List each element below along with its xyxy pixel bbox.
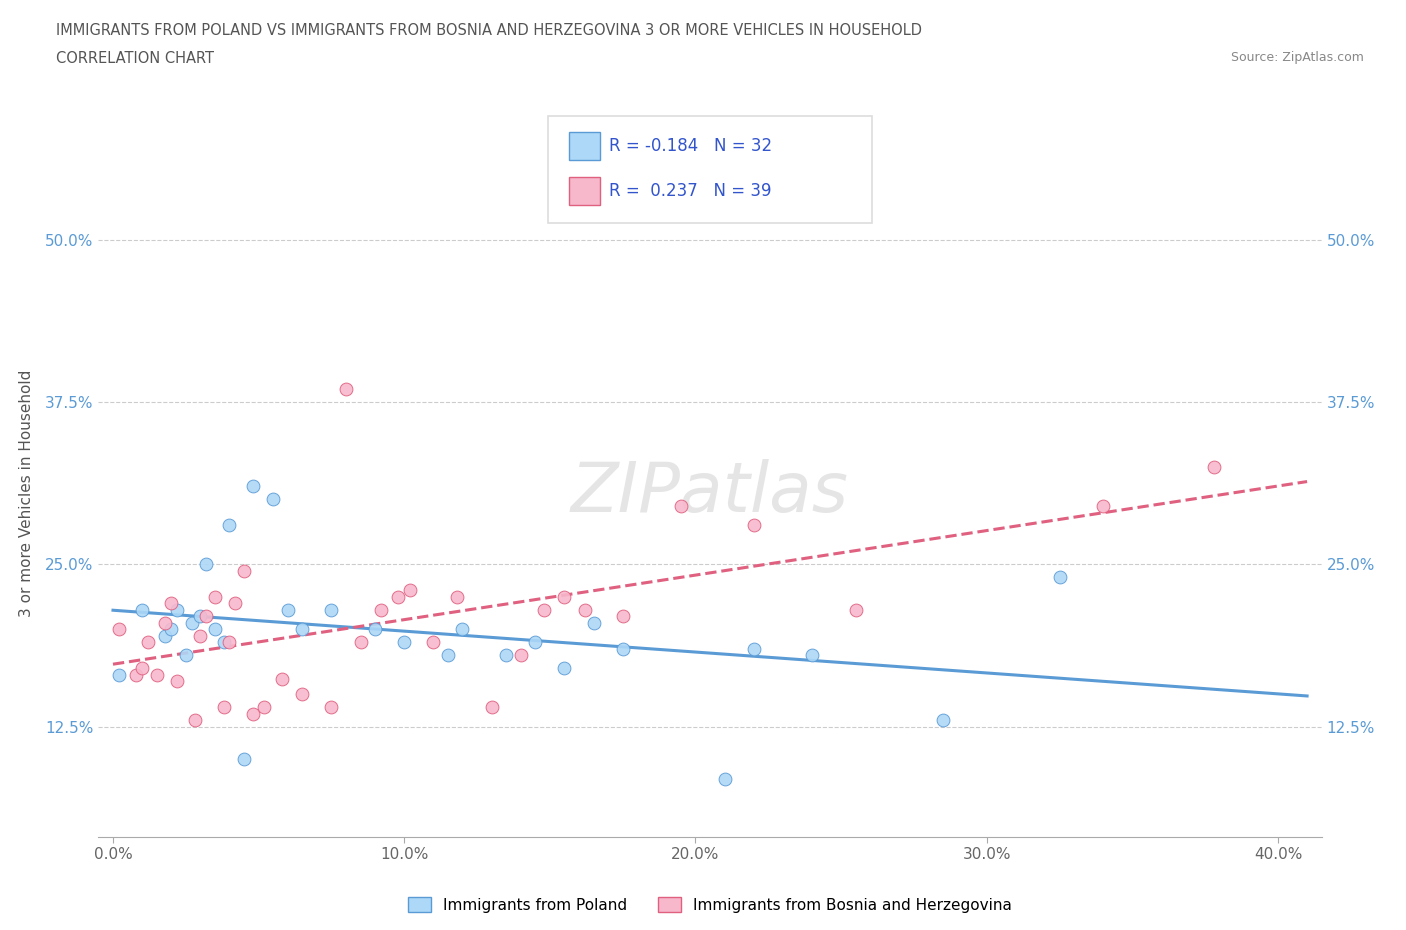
Point	[495, 648, 517, 663]
Point	[166, 603, 188, 618]
Point	[742, 518, 765, 533]
Point	[145, 667, 167, 682]
Point	[195, 557, 218, 572]
Text: IMMIGRANTS FROM POLAND VS IMMIGRANTS FROM BOSNIA AND HERZEGOVINA 3 OR MORE VEHIC: IMMIGRANTS FROM POLAND VS IMMIGRANTS FRO…	[56, 23, 922, 38]
Text: R =  0.237   N = 39: R = 0.237 N = 39	[609, 181, 772, 200]
Text: R = -0.184   N = 32: R = -0.184 N = 32	[609, 137, 772, 155]
Point	[451, 622, 474, 637]
Point	[188, 629, 212, 644]
Point	[204, 590, 226, 604]
Point	[242, 706, 264, 721]
Point	[801, 648, 824, 663]
Text: CORRELATION CHART: CORRELATION CHART	[56, 51, 214, 66]
Point	[242, 479, 264, 494]
Point	[387, 590, 409, 604]
Point	[1202, 459, 1225, 474]
Legend: Immigrants from Poland, Immigrants from Bosnia and Herzegovina: Immigrants from Poland, Immigrants from …	[402, 891, 1018, 919]
Point	[188, 609, 212, 624]
Point	[108, 622, 131, 637]
Point	[742, 642, 765, 657]
Point	[174, 648, 197, 663]
Point	[612, 642, 634, 657]
Point	[574, 603, 596, 618]
Point	[155, 616, 177, 631]
Point	[349, 635, 371, 650]
Text: ZIPatlas: ZIPatlas	[571, 459, 849, 526]
Point	[195, 609, 218, 624]
Point	[370, 603, 392, 618]
Point	[218, 518, 240, 533]
Point	[270, 671, 294, 686]
Point	[183, 712, 205, 727]
Point	[131, 660, 153, 675]
Point	[582, 616, 605, 631]
Point	[233, 564, 256, 578]
Point	[446, 590, 468, 604]
Point	[669, 498, 692, 513]
Point	[481, 699, 503, 714]
Point	[533, 603, 555, 618]
Point	[224, 596, 246, 611]
Point	[399, 583, 422, 598]
Point	[713, 771, 735, 786]
Point	[932, 712, 955, 727]
Point	[335, 381, 357, 396]
Point	[364, 622, 387, 637]
Point	[204, 622, 226, 637]
Point	[125, 667, 148, 682]
Point	[291, 622, 314, 637]
Point	[160, 622, 183, 637]
Point	[437, 648, 460, 663]
Point	[1092, 498, 1115, 513]
Point	[321, 699, 343, 714]
Point	[553, 590, 575, 604]
Point	[612, 609, 634, 624]
Point	[524, 635, 547, 650]
Point	[131, 603, 153, 618]
Point	[262, 492, 284, 507]
Point	[233, 751, 256, 766]
Point	[277, 603, 299, 618]
Point	[180, 616, 202, 631]
Point	[166, 673, 188, 688]
Point	[321, 603, 343, 618]
Point	[155, 629, 177, 644]
Point	[160, 596, 183, 611]
Point	[394, 635, 416, 650]
Point	[218, 635, 240, 650]
Y-axis label: 3 or more Vehicles in Household: 3 or more Vehicles in Household	[18, 369, 34, 617]
Point	[291, 686, 314, 701]
Point	[136, 635, 159, 650]
Point	[253, 699, 276, 714]
Point	[212, 635, 235, 650]
Point	[845, 603, 868, 618]
Point	[212, 699, 235, 714]
Point	[553, 660, 575, 675]
Point	[108, 667, 131, 682]
Point	[422, 635, 444, 650]
Point	[1049, 570, 1071, 585]
Text: Source: ZipAtlas.com: Source: ZipAtlas.com	[1230, 51, 1364, 64]
Point	[509, 648, 531, 663]
